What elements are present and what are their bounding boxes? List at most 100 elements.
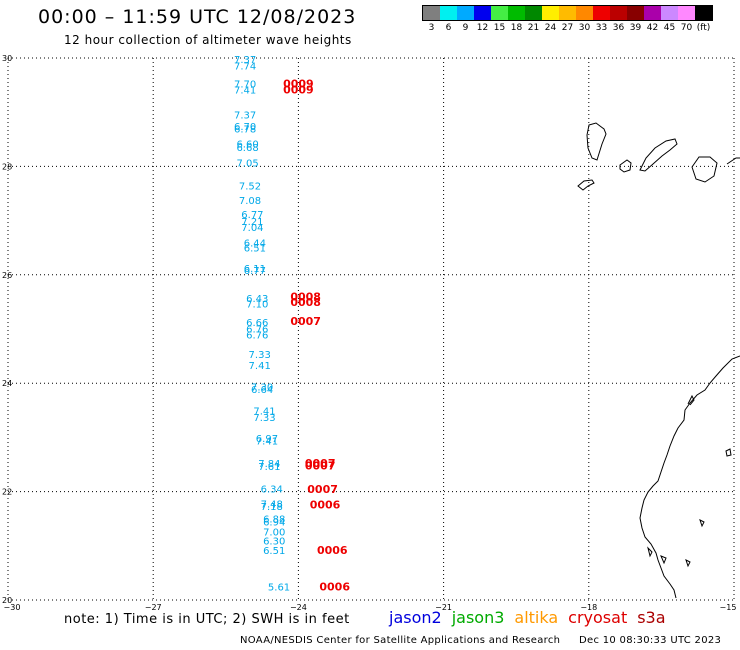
colorbar-label: 30: [578, 23, 591, 33]
colorbar-label: 24: [544, 23, 557, 33]
swh-label: 7.05: [236, 159, 258, 170]
colorbar-label: 27: [561, 23, 574, 33]
island-el-hierro: [577, 179, 595, 191]
colorbar-label: 3: [428, 23, 435, 33]
coastline: [577, 122, 740, 599]
island-gran-canaria: [691, 156, 718, 183]
colorbar-label: 36: [612, 23, 625, 33]
swh-label: 7.10: [246, 300, 268, 311]
time-label: 0008: [290, 296, 321, 309]
lon-tick-label: −21: [435, 603, 452, 612]
credit-text: NOAA/NESDIS Center for Satellite Applica…: [240, 635, 561, 646]
colorbar-swatch: [423, 6, 440, 20]
swh-label: 7.08: [239, 196, 261, 207]
lon-tick-label: −18: [580, 603, 597, 612]
lat-tick-label: 26: [2, 271, 12, 280]
swh-label: 7.74: [234, 62, 256, 73]
swh-label: 6.34: [261, 484, 283, 495]
colorbar-swatch: [542, 6, 559, 20]
lon-tick-label: −24: [290, 603, 307, 612]
legend-jason3: jason3: [451, 608, 505, 627]
colorbar-swatch: [678, 6, 695, 20]
island-fuerteventura: [726, 157, 740, 165]
colorbar-swatch: [491, 6, 508, 20]
swh-label: 7.41: [256, 437, 278, 448]
swh-label: 6.97: [256, 434, 278, 445]
time-label: 0009: [283, 77, 314, 90]
time-label: 0008: [290, 290, 321, 303]
swh-label: 7.48: [261, 500, 283, 511]
lat-tick-label: 28: [2, 162, 12, 171]
colorbar-swatch: [559, 6, 576, 20]
page-title: 00:00 – 11:59 UTC 12/08/2023: [38, 6, 357, 28]
colorbar-swatch: [474, 6, 491, 20]
swh-label: 6.43: [246, 294, 268, 305]
swh-label: 7.41: [234, 85, 256, 96]
swh-label: 7.52: [239, 181, 261, 192]
colorbar-label: 39: [629, 23, 642, 33]
colorbar-swatch: [644, 6, 661, 20]
swh-label: 6.60: [236, 140, 258, 151]
colorbar-label: 21: [527, 23, 540, 33]
time-labels: 0009000900080008000700070007000700060006…: [283, 77, 350, 593]
colorbar-label: 42: [646, 23, 659, 33]
swh-label: 6.94: [263, 517, 285, 528]
colorbar-swatch: [576, 6, 593, 20]
time-label: 0007: [305, 460, 336, 473]
time-label: 0006: [319, 580, 350, 593]
swh-label: 6.77: [244, 266, 266, 277]
satellite-legend: jason2 jason3 altika cryosat s3a: [389, 608, 676, 627]
generation-timestamp: Dec 10 08:30:33 UTC 2023: [579, 635, 722, 646]
colorbar-label: 70: [680, 23, 693, 33]
colorbar-labels: 3 6 9 12 15 18 21 24 27 30 33 36 39 42 45 70 (ft): [422, 21, 713, 35]
legend-cryosat: cryosat: [568, 608, 628, 627]
time-label: 0007: [305, 457, 336, 470]
map-grid: [7, 57, 735, 601]
swh-label: 7.18: [261, 502, 283, 513]
legend-jason2: jason2: [389, 608, 442, 627]
swh-label: 7.04: [241, 223, 263, 234]
lon-tick-label: −27: [145, 603, 162, 612]
swh-label: 6.76: [246, 330, 268, 341]
colorbar-label: 9: [462, 23, 469, 33]
swh-label: 7.00: [263, 528, 285, 539]
time-label: 0006: [317, 544, 348, 557]
time-label: 0007: [290, 315, 321, 328]
lat-tick-label: 30: [2, 54, 12, 63]
swh-labels: 7.377.747.707.417.376.706.786.606.687.05…: [234, 55, 290, 593]
swh-label: 7.37: [234, 55, 256, 66]
colorbar-swatch: [661, 6, 678, 20]
axis-tick-labels: −30 −27 −24 −21 −18 −15 20 22 24 26 28 30: [2, 54, 736, 612]
colorbar-label: (ft): [696, 23, 711, 33]
legend-s3a: s3a: [637, 608, 666, 627]
lon-tick-label: −15: [720, 603, 737, 612]
colorbar-swatch: [457, 6, 474, 20]
africa-coastline: [639, 355, 740, 599]
island-tenerife: [639, 138, 678, 172]
note-text: note: 1) Time is in UTC; 2) SWH is in fe…: [64, 612, 350, 627]
coast-detail-1: [725, 448, 732, 457]
africa-inlet: [687, 394, 695, 406]
swh-label: 6.78: [234, 124, 256, 135]
coast-detail-3: [647, 546, 653, 558]
colorbar-swatch: [695, 6, 712, 20]
swh-label: 6.51: [263, 546, 285, 557]
colorbar-swatch: [593, 6, 610, 20]
swh-label: 6.76: [246, 324, 268, 335]
coast-detail-2: [699, 519, 705, 528]
lat-tick-label: 22: [2, 488, 12, 497]
swh-label: 7.21: [241, 217, 263, 228]
swh-label: 7.84: [258, 459, 280, 470]
swh-label: 6.68: [236, 143, 258, 154]
colorbar-swatch: [525, 6, 542, 20]
colorbar-label: 33: [595, 23, 608, 33]
colorbar-swatch: [440, 6, 457, 20]
colorbar: 3 6 9 12 15 18 21 24 27 30 33 36 39 42 45 70 (ft): [422, 5, 713, 35]
swh-label: 7.70: [234, 79, 256, 90]
coast-detail-5: [685, 559, 691, 568]
island-la-palma: [586, 122, 607, 161]
colorbar-label: 45: [663, 23, 676, 33]
time-label: 0006: [310, 499, 341, 512]
swh-label: 7.37: [234, 110, 256, 121]
